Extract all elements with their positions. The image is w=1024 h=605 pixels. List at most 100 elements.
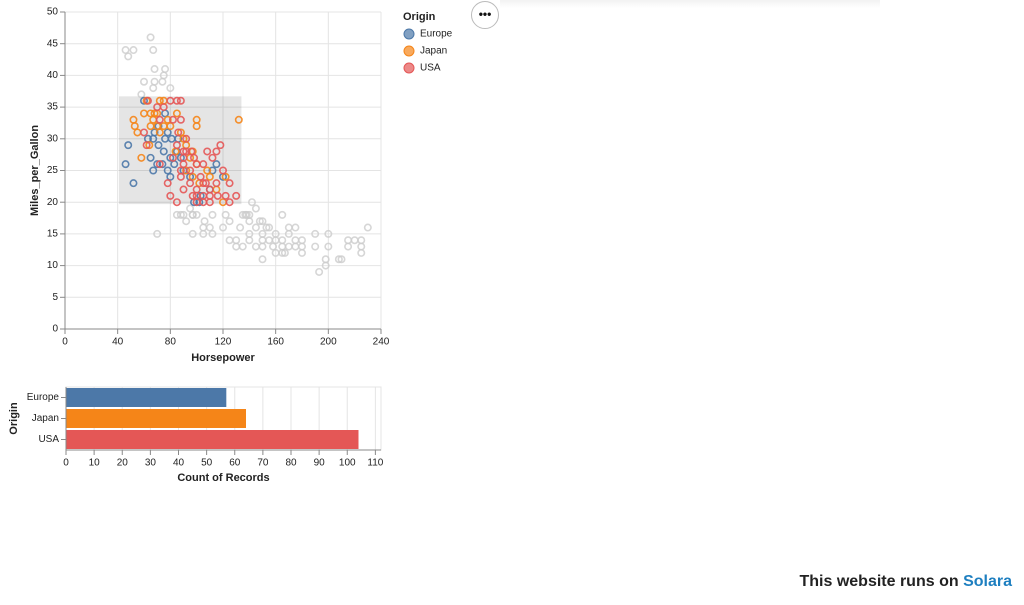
point (212, 160, 221, 169)
point (203, 166, 212, 175)
point (140, 96, 149, 105)
point (161, 65, 170, 74)
point (129, 46, 138, 55)
point (236, 223, 245, 232)
point (150, 128, 159, 137)
point (234, 115, 243, 124)
point (145, 141, 154, 150)
point (232, 191, 241, 200)
x-axis-title: Count of Records (177, 472, 269, 484)
y-tick-label: 35 (47, 102, 59, 113)
point (199, 160, 208, 169)
bar (66, 388, 227, 407)
point (212, 179, 221, 188)
point (291, 242, 300, 251)
point (311, 242, 320, 251)
point (150, 109, 159, 118)
point (155, 128, 164, 137)
footer-link[interactable]: Solara (963, 573, 1012, 590)
footer: This website runs on Solara (799, 573, 1012, 591)
point (182, 217, 191, 226)
point (278, 236, 287, 245)
y-axis-title: Miles_per_Gallon (29, 125, 41, 216)
point (311, 229, 320, 238)
x-tick-label: 80 (165, 337, 177, 348)
point (188, 191, 197, 200)
point (192, 115, 201, 124)
point (187, 147, 196, 156)
point (149, 46, 158, 55)
x-axis-title: Horsepower (191, 352, 255, 364)
point (166, 191, 175, 200)
point (203, 147, 212, 156)
point (188, 229, 197, 238)
point (129, 179, 138, 188)
point (357, 242, 366, 251)
point (291, 223, 300, 232)
point (278, 242, 287, 251)
point (199, 229, 208, 238)
point (324, 229, 333, 238)
point (196, 172, 205, 181)
x-tick-label: 80 (285, 458, 297, 469)
point (143, 96, 152, 105)
point (176, 115, 185, 124)
point (121, 46, 130, 55)
point (166, 172, 175, 181)
bar (66, 409, 246, 428)
point (297, 248, 306, 257)
point (258, 242, 267, 251)
point (225, 179, 234, 188)
point (258, 255, 267, 264)
point (159, 103, 168, 112)
point (158, 160, 167, 169)
point (321, 261, 330, 270)
point (150, 77, 159, 86)
x-tick-label: 120 (215, 337, 232, 348)
point (186, 179, 195, 188)
point (176, 172, 185, 181)
point (344, 242, 353, 251)
point (205, 223, 214, 232)
point (334, 255, 343, 264)
point (213, 191, 222, 200)
point (363, 223, 372, 232)
x-tick-label: 100 (339, 458, 356, 469)
point (255, 217, 264, 226)
point (166, 153, 175, 162)
point (245, 236, 254, 245)
x-tick-label: 40 (112, 337, 124, 348)
point (247, 198, 256, 207)
point (176, 153, 185, 162)
point (172, 96, 181, 105)
point (199, 223, 208, 232)
point (137, 153, 146, 162)
x-tick-label: 40 (173, 458, 185, 469)
point (269, 242, 278, 251)
x-tick-label: 30 (145, 458, 157, 469)
point (167, 134, 176, 143)
x-tick-label: 0 (62, 337, 68, 348)
point (124, 52, 133, 61)
menu-button[interactable]: ••• (471, 1, 499, 29)
y-tick-label: Europe (27, 392, 60, 403)
point (201, 179, 210, 188)
point (221, 172, 230, 181)
point (225, 236, 234, 245)
point (324, 242, 333, 251)
point (166, 122, 175, 131)
point (163, 128, 172, 137)
point (238, 242, 247, 251)
x-tick-label: 0 (63, 458, 69, 469)
point (182, 147, 191, 156)
point (225, 198, 234, 207)
point (149, 166, 158, 175)
point (163, 179, 172, 188)
point (199, 198, 208, 207)
x-tick-label: 50 (201, 458, 213, 469)
point (344, 236, 353, 245)
y-tick-label: 25 (47, 165, 59, 176)
point (280, 248, 289, 257)
